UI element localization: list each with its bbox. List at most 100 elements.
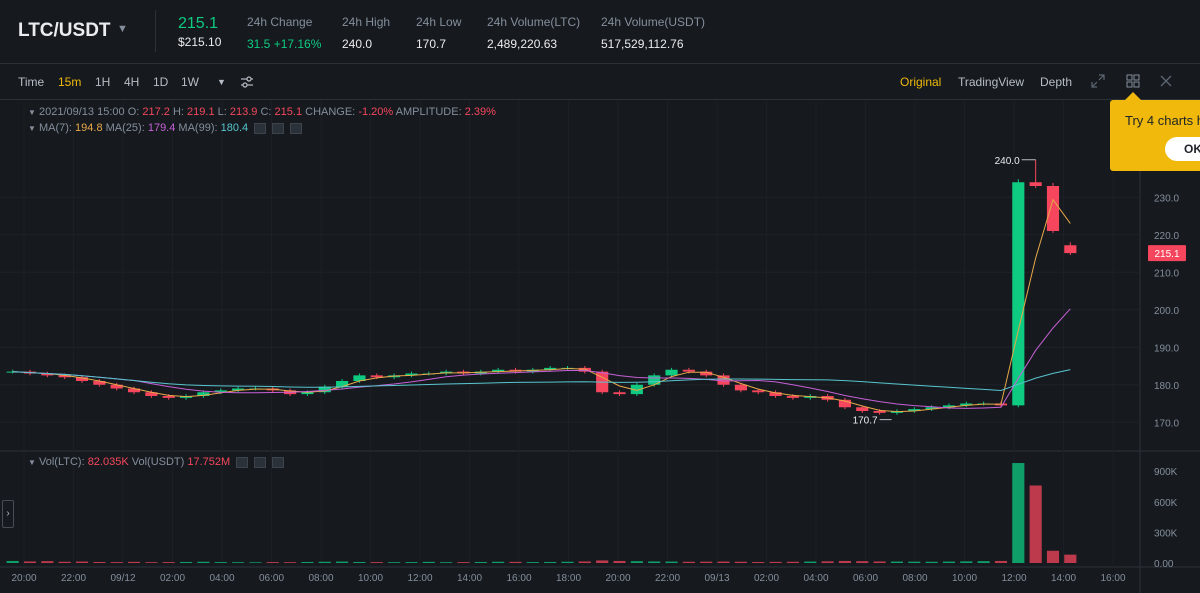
candle-body [145, 392, 158, 396]
candle-body [613, 392, 626, 395]
ma25-value: 179.4 [147, 122, 176, 134]
candle-body [492, 369, 505, 372]
volume-bar [1064, 554, 1077, 563]
header-divider [155, 10, 156, 52]
price-chart[interactable]: 230.0 220.0 210.0 200.0 190.0 180.0 170.0 900K 6… [0, 101, 1200, 593]
time-tick-label: 14:00 [457, 573, 482, 584]
ma25-line [12, 308, 1071, 409]
tooltip-ok-button[interactable]: OK [1165, 137, 1200, 161]
expand-icon[interactable] [1091, 74, 1105, 88]
sidebar-toggle-button[interactable]: › [2, 500, 14, 528]
collapse-arrow-icon[interactable]: ▼ [28, 108, 36, 117]
more-intervals-icon[interactable]: ▼ [217, 77, 226, 87]
candle-body [648, 375, 661, 385]
candle-body [786, 396, 799, 398]
candle-body [873, 411, 886, 413]
volume-bar [630, 561, 643, 563]
volume-bar [1029, 485, 1042, 563]
candle-body [1029, 182, 1042, 186]
view-depth[interactable]: Depth [1040, 75, 1073, 89]
price-tick-label: 210.0 [1154, 268, 1179, 279]
last-price-usd: $215.10 [178, 35, 222, 49]
vol-close-icon[interactable] [272, 456, 285, 468]
time-tick-label: 06:00 [259, 573, 284, 584]
vol-usdt-label: Vol(USDT) [131, 456, 185, 468]
price-tick-label: 180.0 [1154, 381, 1179, 392]
settings-sliders-icon[interactable] [240, 75, 254, 89]
candle-body [318, 386, 331, 393]
volume-tick-label: 0.00 [1154, 559, 1174, 570]
time-tick-label: 20:00 [11, 573, 36, 584]
view-tradingview[interactable]: TradingView [958, 75, 1025, 89]
stat-label: 24h Volume(LTC) [487, 15, 581, 29]
interval-time[interactable]: Time [18, 75, 45, 89]
candle-body [405, 373, 418, 376]
time-tick-label: 04:00 [803, 573, 828, 584]
interval-1h[interactable]: 1H [95, 75, 111, 89]
volume-bar [873, 561, 886, 563]
ma99-label: MA(99): [178, 122, 218, 134]
stat-24h-volume-ltc: 24h Volume(LTC) 2,489,220.63 [487, 15, 580, 51]
vol-settings-icon[interactable] [254, 456, 267, 468]
vol-ltc-label: Vol(LTC): [38, 456, 85, 468]
candle-body [301, 392, 314, 395]
volume-bar [977, 561, 990, 563]
volume-bar [492, 561, 505, 563]
time-tick-label: 06:00 [853, 573, 878, 584]
ma99-value: 180.4 [220, 122, 249, 134]
ma7-value: 194.8 [75, 122, 103, 134]
candle-body [838, 399, 851, 408]
volume-bar [717, 561, 730, 563]
candle-body [127, 388, 141, 393]
price-tick-label: 170.0 [1154, 418, 1179, 429]
amplitude-value: 2.39% [464, 106, 496, 118]
candle-body [769, 392, 782, 396]
volume-bar [336, 561, 349, 563]
volume-bar [838, 560, 851, 563]
volume-bar [162, 562, 175, 563]
chart-toolbar [0, 64, 1200, 100]
candle-body [925, 407, 938, 410]
interval-15m[interactable]: 15m [58, 75, 82, 89]
view-original[interactable]: Original [900, 75, 942, 89]
ma-visibility-icon[interactable] [254, 122, 267, 134]
candle-date: 2021/09/13 15:00 [38, 106, 125, 118]
time-tick-label: 18:00 [556, 573, 581, 584]
vol-visibility-icon[interactable] [236, 456, 249, 468]
ma-close-icon[interactable] [290, 122, 303, 134]
interval-4h[interactable]: 4H [124, 75, 140, 89]
candle-body [1046, 186, 1060, 231]
close-icon[interactable] [1160, 75, 1172, 87]
ma-settings-icon[interactable] [272, 122, 285, 134]
collapse-arrow-icon[interactable]: ▼ [28, 458, 36, 467]
ma-info: ▼ MA(7): 194.8 MA(25): 179.4 MA(99): 180… [28, 122, 303, 134]
candle-body [908, 409, 921, 411]
candle-body [960, 403, 973, 406]
volume-bar [648, 561, 661, 563]
grid-layout-icon[interactable] [1126, 74, 1140, 88]
candle-body [41, 373, 54, 376]
volume-bar [284, 562, 297, 563]
candle-body [336, 381, 349, 387]
volume-bar [682, 561, 695, 563]
volume-bar [908, 561, 921, 563]
volume-bar [1046, 550, 1060, 563]
time-tick-label: 12:00 [407, 573, 432, 584]
stat-value: 170.7 [416, 37, 447, 51]
interval-1d[interactable]: 1D [153, 75, 169, 89]
volume-bar [318, 561, 331, 563]
time-tick-label: 12:00 [1001, 573, 1026, 584]
time-tick-label: 08:00 [902, 573, 927, 584]
volume-info: ▼ Vol(LTC): 82.035K Vol(USDT) 17.752M [28, 456, 285, 468]
interval-1w[interactable]: 1W [181, 75, 199, 89]
volume-bar [925, 561, 938, 563]
volume-bar [127, 561, 141, 563]
caret-down-icon[interactable]: ▼ [117, 23, 128, 35]
volume-bar [596, 560, 609, 563]
time-tick-label: 09/12 [110, 573, 135, 584]
candle-body [942, 405, 956, 408]
candle-body [353, 375, 366, 381]
volume-bar [1012, 463, 1025, 563]
symbol-selector[interactable]: LTC/USDT [18, 20, 111, 41]
collapse-arrow-icon[interactable]: ▼ [28, 124, 36, 133]
